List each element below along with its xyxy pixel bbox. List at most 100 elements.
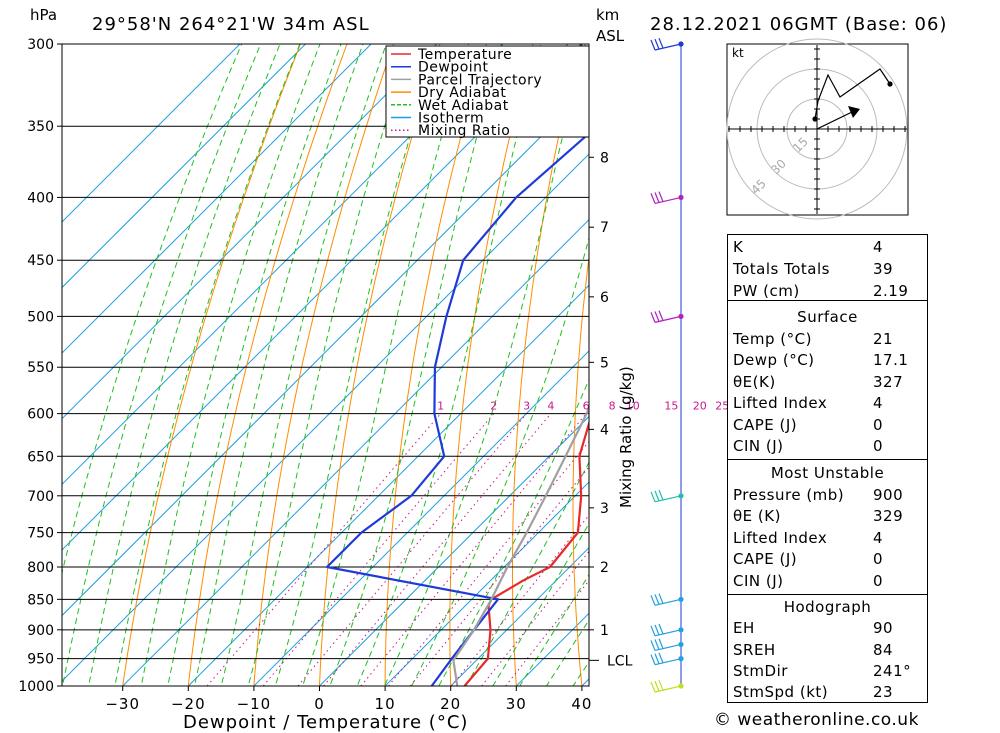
surface-value: 4: [873, 394, 884, 412]
surface-label: CAPE (J): [733, 416, 798, 434]
isotherm-line: [449, 546, 589, 686]
copyright-footer: © weatheronline.co.uk: [714, 710, 919, 730]
temperature-line: [463, 419, 589, 686]
temperature-tick-label: −20: [171, 695, 206, 713]
x-axis-title: Dewpoint / Temperature (°C): [183, 712, 468, 733]
mixing-ratio-axis-title: Mixing Ratio (g/kg): [617, 366, 635, 508]
mixing-ratio-labels: 1 2 3 4 6 8 10 15 20 25: [437, 400, 729, 413]
surface-label: Dewp (°C): [733, 351, 815, 369]
wind-barb-flag: [658, 638, 664, 649]
wind-barb-flag: [658, 489, 664, 501]
location-title: 29°58'N 264°21'W 34m ASL: [92, 14, 370, 35]
legend-label: Dry Adiabat: [418, 85, 506, 101]
most-unstable-label: CAPE (J): [733, 550, 798, 568]
mixing-ratio-line: [323, 413, 552, 686]
wet-adiabat-line: [167, 44, 342, 686]
mixing-ratio-label: 10: [626, 400, 640, 413]
wind-level-dot: [678, 41, 684, 47]
most-unstable-title: Most Unstable: [770, 464, 885, 482]
isotherm-line: [62, 44, 372, 354]
wind-barb-flag: [658, 593, 664, 604]
wind-barb: [650, 679, 682, 693]
km-unit-label: km: [596, 6, 619, 24]
isotherm-line: [253, 350, 589, 686]
temperature-tick-label: −30: [105, 695, 140, 713]
pressure-axis: 300 350 400 450 500 550 600 650 700 750 800 850 900 9…: [18, 37, 62, 695]
pressure-tick-label: 650: [27, 449, 54, 465]
hodograph-label: StmSpd (kt): [733, 683, 829, 701]
wind-barb-flag: [658, 679, 664, 691]
height-tick-label: 3: [600, 501, 609, 517]
legend-label: Mixing Ratio: [418, 123, 510, 139]
wet-adiabat-line: [88, 44, 281, 686]
legend-label: Parcel Trajectory: [418, 72, 542, 88]
hodograph-end-dot: [887, 81, 893, 87]
hodograph-unit-label: kt: [732, 46, 744, 60]
wind-barb-flag: [650, 193, 656, 204]
pressure-tick-label: 700: [27, 489, 54, 505]
index-value: 39: [873, 260, 894, 278]
wind-barb-flag: [658, 310, 664, 321]
wind-barb-shaft: [654, 495, 682, 503]
indices-table: K 4 Totals Totals 39 PW (cm) 2.19: [727, 234, 928, 301]
mixing-ratio-label: 3: [523, 400, 530, 413]
dry-adiabat-line: [122, 44, 302, 686]
mixing-ratio-line: [451, 514, 589, 686]
hodograph-value: 90: [873, 619, 894, 637]
pressure-tick-label: 900: [27, 623, 54, 639]
wind-barb-flag: [658, 37, 664, 49]
surface-label: Temp (°C): [733, 330, 812, 348]
height-tick-label: 5: [600, 355, 609, 371]
height-tick-label: 2: [600, 560, 609, 576]
wind-barb: [650, 623, 682, 637]
wind-barb-flag: [654, 38, 660, 50]
wind-barb-flag: [650, 625, 656, 637]
mixing-ratio-label: 6: [583, 400, 590, 413]
wet-adiabat-line: [62, 44, 243, 575]
pressure-tick-label: 850: [27, 592, 54, 608]
wind-level-dot: [678, 641, 684, 648]
wind-level-dot: [678, 656, 684, 662]
height-tick-label: 1: [600, 623, 609, 639]
wind-level-dot: [678, 194, 684, 201]
hodograph-start-dot: [812, 116, 818, 122]
pressure-tick-label: 300: [27, 37, 54, 53]
surface-table: Surface Temp (°C) 21 Dewp (°C) 17.1 θE(K) 3…: [727, 300, 928, 460]
mixing-ratio-label: 8: [609, 400, 616, 413]
wind-barb: [650, 489, 682, 503]
wind-barb: [650, 652, 682, 666]
wind-profile: [650, 37, 684, 693]
legend-box: [385, 45, 590, 138]
wet-adiabat-line: [465, 461, 589, 686]
hodograph-value: 84: [873, 641, 894, 659]
temperature-tick-label: 40: [571, 695, 592, 713]
legend-label: Wet Adiabat: [418, 98, 509, 114]
isotherm-line: [121, 218, 589, 686]
pressure-unit-label: hPa: [30, 6, 57, 24]
wind-barb-shaft: [654, 43, 682, 51]
wind-barb-flag: [650, 595, 656, 606]
mixing-ratio-line: [505, 579, 589, 686]
mixing-ratio-label: 20: [693, 400, 707, 413]
hodograph-value: 23: [873, 683, 894, 701]
wind-barb-flag: [650, 681, 656, 693]
storm-motion-vector: [816, 111, 853, 130]
surface-value: 0: [873, 416, 884, 434]
most-unstable-value: 0: [873, 572, 884, 590]
pressure-tick-label: 1000: [18, 679, 54, 695]
most-unstable-value: 0: [873, 550, 884, 568]
wind-barb-flag: [650, 312, 656, 323]
wind-barb: [650, 37, 682, 51]
legend-label: Temperature: [417, 47, 512, 63]
height-axis: 8 7 6 5 4 3 2 1 LCL: [589, 150, 633, 669]
mixing-ratio-label: 25: [715, 400, 729, 413]
storm-motion-arrowhead: [848, 106, 860, 118]
temperature-tick-label: −10: [237, 695, 272, 713]
isotherm-line: [187, 284, 589, 686]
wind-barb-flag: [658, 191, 664, 202]
most-unstable-value: 4: [873, 529, 884, 547]
surface-label: θE(K): [733, 373, 776, 391]
wind-barb-flag: [650, 654, 656, 665]
wind-level-dot: [678, 627, 684, 633]
height-tick-label: 4: [600, 422, 609, 438]
